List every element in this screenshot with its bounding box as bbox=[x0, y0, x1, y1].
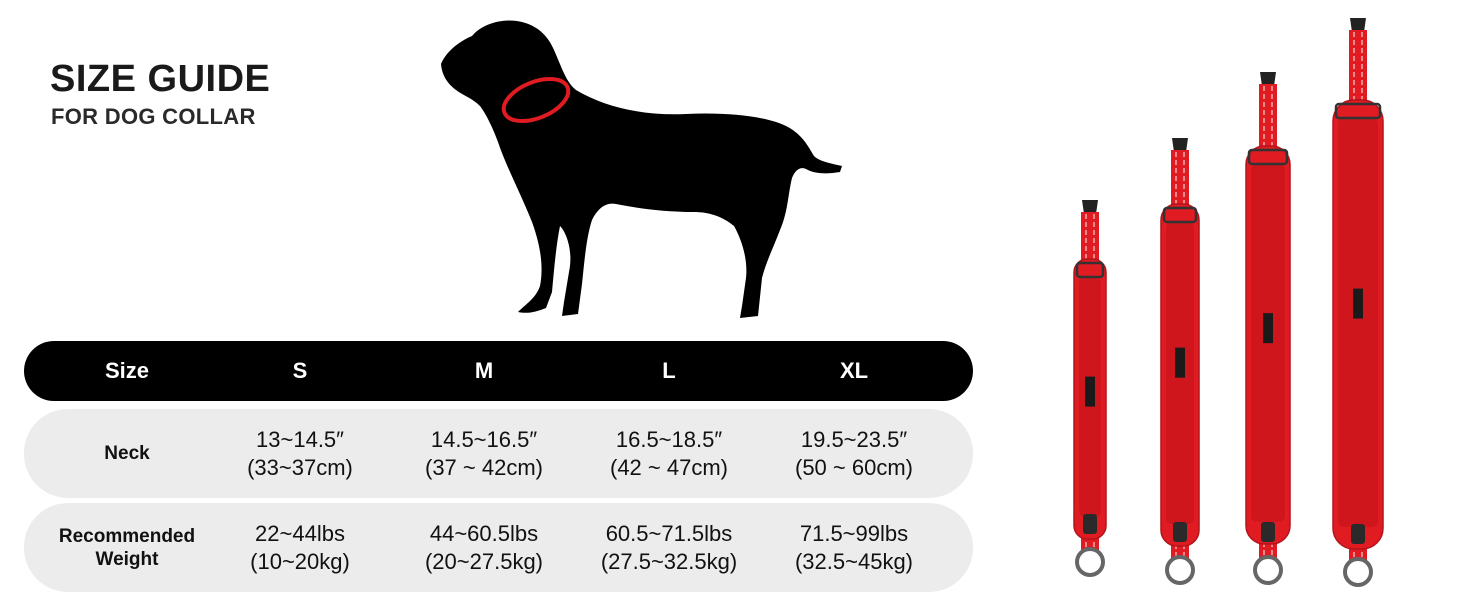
neck-m-inches: 14.5~16.5″ bbox=[430, 426, 538, 452]
neck-s-cm: (33~37cm) bbox=[247, 454, 353, 480]
row-label-line: Weight bbox=[95, 548, 159, 570]
table-row-neck: Neck 13~14.5″ (33~37cm) 14.5~16.5″ (37 ~… bbox=[24, 409, 973, 498]
neck-m-cell: 14.5~16.5″ (37 ~ 42cm) bbox=[404, 426, 564, 482]
weight-l-kg: (27.5~32.5kg) bbox=[600, 548, 738, 574]
neck-l-inches: 16.5~18.5″ bbox=[615, 426, 723, 452]
header-size-l: L bbox=[662, 358, 676, 383]
neck-l-cm: (42 ~ 47cm) bbox=[610, 454, 728, 480]
neck-m-cm: (37 ~ 42cm) bbox=[425, 454, 543, 480]
collar-size-illustration bbox=[1073, 18, 1384, 587]
header-size-xl: XL bbox=[839, 358, 869, 383]
table-row-weight: Recommended Weight 22~44lbs (10~20kg) 44… bbox=[24, 503, 973, 592]
weight-l-cell: 60.5~71.5lbs (27.5~32.5kg) bbox=[584, 520, 754, 576]
weight-m-kg: (20~27.5kg) bbox=[424, 548, 544, 574]
neck-l-cell: 16.5~18.5″ (42 ~ 47cm) bbox=[584, 426, 754, 482]
weight-s-cell: 22~44lbs (10~20kg) bbox=[230, 520, 370, 576]
neck-xl-cm: (50 ~ 60cm) bbox=[795, 454, 913, 480]
page-subtitle: FOR DOG COLLAR bbox=[51, 104, 256, 129]
collar-m-icon bbox=[1160, 138, 1200, 585]
size-table-header: Size S M L XL bbox=[24, 341, 973, 401]
neck-xl-inches: 19.5~23.5″ bbox=[800, 426, 908, 452]
weight-xl-kg: (32.5~45kg) bbox=[794, 548, 914, 574]
weight-m-lbs: 44~60.5lbs bbox=[429, 520, 539, 546]
weight-s-kg: (10~20kg) bbox=[250, 548, 350, 574]
weight-xl-cell: 71.5~99lbs (32.5~45kg) bbox=[769, 520, 939, 576]
dog-silhouette-icon bbox=[441, 20, 842, 318]
neck-s-cell: 13~14.5″ (33~37cm) bbox=[230, 426, 370, 482]
collar-l-icon bbox=[1245, 72, 1291, 585]
row-label-line: Neck bbox=[104, 443, 150, 464]
collar-xl-icon bbox=[1332, 18, 1384, 587]
neck-xl-cell: 19.5~23.5″ (50 ~ 60cm) bbox=[769, 426, 939, 482]
header-size-m: M bbox=[474, 358, 494, 383]
header-size-s: S bbox=[292, 358, 308, 383]
weight-xl-lbs: 71.5~99lbs bbox=[799, 520, 909, 546]
weight-l-lbs: 60.5~71.5lbs bbox=[605, 520, 733, 546]
page-title: SIZE GUIDE bbox=[50, 58, 271, 100]
row-label-neck: Neck bbox=[24, 442, 230, 465]
neck-s-inches: 13~14.5″ bbox=[256, 426, 344, 452]
row-label-weight: Recommended Weight bbox=[24, 525, 230, 571]
header-size-label: Size bbox=[104, 358, 150, 383]
weight-m-cell: 44~60.5lbs (20~27.5kg) bbox=[404, 520, 564, 576]
row-label-line: Recommended bbox=[58, 525, 196, 547]
collar-s-icon bbox=[1073, 200, 1107, 577]
weight-s-lbs: 22~44lbs bbox=[255, 520, 345, 546]
